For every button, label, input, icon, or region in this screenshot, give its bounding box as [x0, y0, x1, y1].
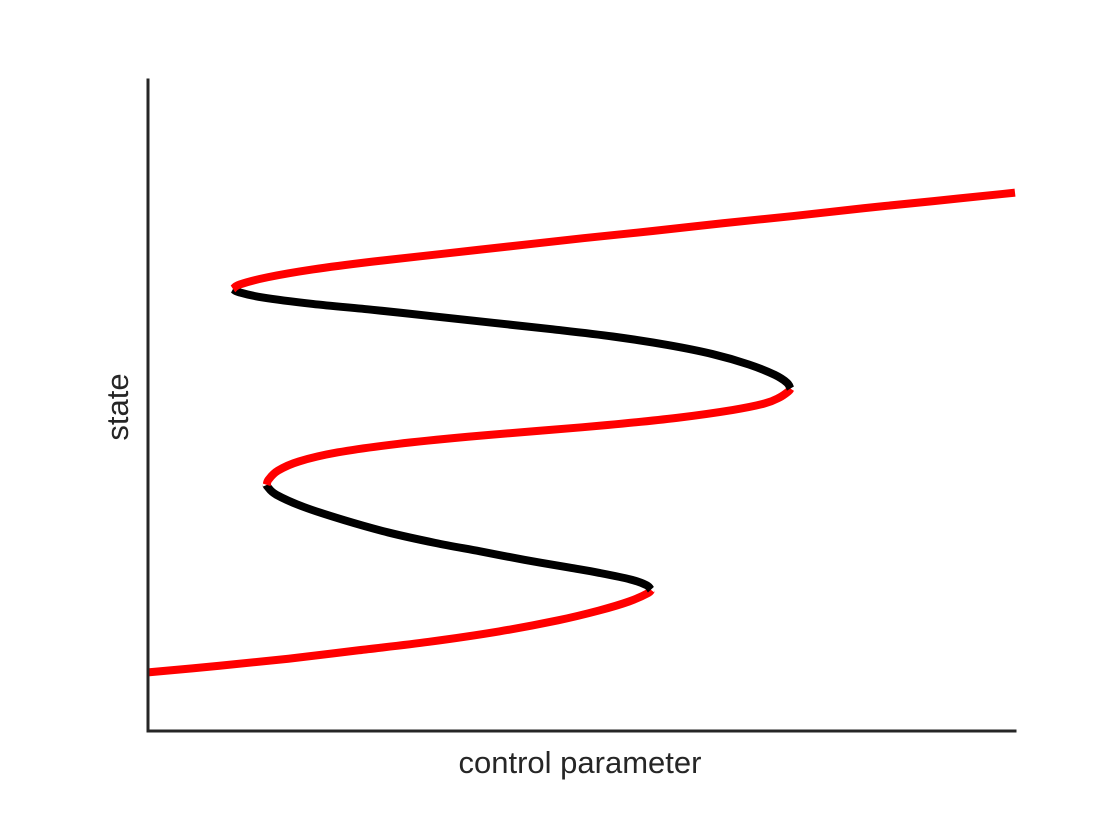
unstable-branch-2 [262, 482, 655, 593]
chart-series-group [147, 188, 1016, 677]
y-axis-label: state [100, 373, 135, 440]
x-axis-label: control parameter [459, 745, 702, 780]
stable-branch-3 [262, 386, 795, 487]
stable-branch-1 [147, 587, 655, 677]
stable-branch-5 [230, 188, 1016, 293]
unstable-branch-4 [230, 285, 795, 391]
